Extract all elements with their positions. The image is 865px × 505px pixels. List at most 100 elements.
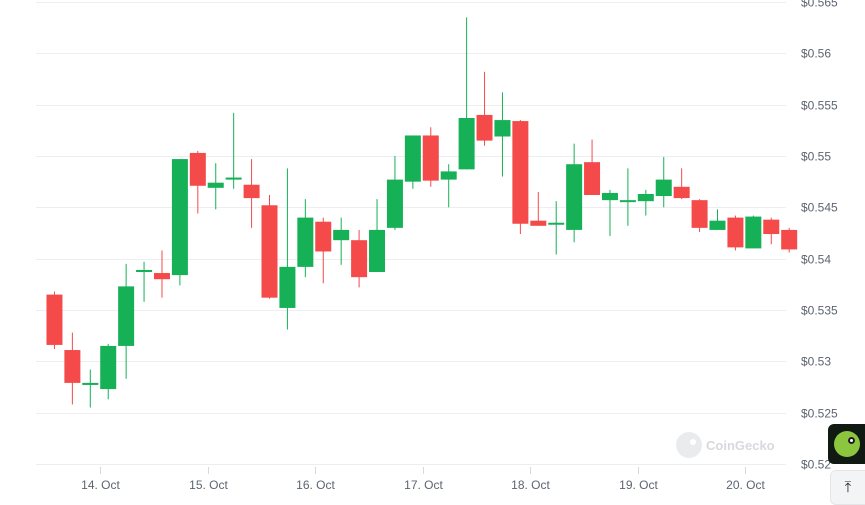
- candle-body: [118, 286, 135, 346]
- x-axis-ticks: 14. Oct 15. Oct 16. Oct 17. Oct 18. Oct 19. O…: [81, 467, 766, 492]
- candle-up[interactable]: [745, 215, 762, 249]
- y-tick-label: $0.535: [801, 304, 838, 318]
- candle-body: [566, 164, 583, 230]
- candle-down[interactable]: [512, 120, 529, 235]
- candle-up[interactable]: [225, 112, 242, 189]
- candle-up[interactable]: [637, 189, 654, 216]
- scroll-to-top-button[interactable]: ⤒: [830, 470, 865, 505]
- candle-down[interactable]: [530, 191, 547, 226]
- candle-down[interactable]: [243, 159, 260, 228]
- y-tick-label: $0.525: [801, 407, 838, 421]
- candle-body: [476, 114, 493, 141]
- candle-up[interactable]: [100, 343, 117, 400]
- candle-body: [494, 120, 511, 137]
- y-tick-label: $0.545: [801, 201, 838, 215]
- candle-up[interactable]: [386, 156, 403, 230]
- candle-up[interactable]: [279, 168, 296, 330]
- candle-body: [512, 121, 529, 224]
- watermark-text: CoinGecko: [706, 437, 775, 453]
- candle-body: [763, 219, 780, 235]
- candle-body: [709, 220, 726, 230]
- candle-up[interactable]: [82, 369, 99, 408]
- candle-body: [297, 217, 314, 267]
- candle-body: [422, 135, 439, 181]
- y-tick-label: $0.52: [801, 458, 831, 472]
- candle-up[interactable]: [369, 199, 386, 273]
- candle-down[interactable]: [153, 250, 170, 298]
- x-tick-label: 18. Oct: [511, 478, 550, 492]
- y-tick-label: $0.555: [801, 99, 838, 113]
- candle-up[interactable]: [297, 199, 314, 278]
- candle-body: [404, 135, 421, 182]
- candle-up[interactable]: [566, 143, 583, 243]
- candle-body: [333, 229, 350, 241]
- candle-up[interactable]: [404, 135, 421, 189]
- candle-body: [781, 229, 798, 250]
- candle-body: [171, 159, 188, 276]
- candle-down[interactable]: [351, 229, 368, 288]
- candle-body: [189, 152, 206, 186]
- candle-down[interactable]: [189, 150, 206, 214]
- candle-up[interactable]: [619, 168, 636, 226]
- candle-down[interactable]: [584, 139, 601, 196]
- y-tick-label: $0.56: [801, 47, 831, 61]
- candle-body: [637, 193, 654, 202]
- candle-up[interactable]: [118, 263, 135, 379]
- candle-up[interactable]: [171, 159, 188, 286]
- candle-down[interactable]: [727, 215, 744, 251]
- candle-body: [584, 162, 601, 196]
- y-axis-ticks: $0.52 $0.525 $0.53 $0.535 $0.54 $0.545 $0.55 $0…: [801, 0, 838, 472]
- candle-body: [386, 179, 403, 228]
- candle-body: [315, 221, 332, 252]
- candle-down[interactable]: [422, 127, 439, 187]
- x-tick-label: 14. Oct: [81, 478, 120, 492]
- candle-up[interactable]: [207, 163, 224, 210]
- candle-up[interactable]: [601, 189, 618, 237]
- x-tick-label: 17. Oct: [404, 478, 443, 492]
- coingecko-watermark: CoinGecko: [676, 432, 775, 458]
- candle-body: [691, 200, 708, 228]
- candle-up[interactable]: [655, 157, 672, 208]
- candle-up[interactable]: [709, 209, 726, 230]
- y-tick-label: $0.55: [801, 150, 831, 164]
- candle-body: [207, 182, 224, 188]
- candle-body: [727, 217, 744, 248]
- candle-down[interactable]: [691, 199, 708, 232]
- candle-down[interactable]: [315, 217, 332, 284]
- candle-body: [655, 179, 672, 197]
- candle-down[interactable]: [46, 291, 63, 350]
- candle-down[interactable]: [64, 332, 81, 405]
- candle-body: [548, 222, 565, 225]
- arrow-up-to-line-icon: ⤒: [844, 478, 852, 496]
- candle-body: [64, 350, 81, 383]
- candle-up[interactable]: [136, 261, 153, 302]
- candles: [46, 17, 798, 408]
- candle-up[interactable]: [440, 164, 457, 208]
- y-tick-label: $0.54: [801, 253, 831, 267]
- candle-body: [225, 177, 242, 180]
- coingecko-logo-icon: [676, 432, 702, 458]
- candle-up[interactable]: [333, 217, 350, 265]
- candle-down[interactable]: [261, 195, 278, 299]
- candle-body: [100, 345, 117, 390]
- candle-down[interactable]: [781, 227, 798, 253]
- candle-body: [279, 266, 296, 308]
- candle-body: [619, 200, 636, 203]
- candle-body: [530, 220, 547, 226]
- candle-body: [153, 273, 170, 280]
- candle-up[interactable]: [494, 92, 511, 177]
- candle-body: [673, 186, 690, 199]
- candle-down[interactable]: [673, 168, 690, 200]
- candle-body: [745, 216, 762, 249]
- coingecko-badge-button[interactable]: [828, 424, 865, 464]
- candle-down[interactable]: [476, 71, 493, 146]
- candle-body: [243, 184, 260, 199]
- candle-body: [46, 294, 63, 345]
- x-tick-label: 16. Oct: [296, 478, 335, 492]
- candle-up[interactable]: [458, 17, 475, 170]
- y-tick-label: $0.565: [801, 0, 838, 10]
- candle-up[interactable]: [548, 201, 565, 255]
- candle-down[interactable]: [763, 217, 780, 245]
